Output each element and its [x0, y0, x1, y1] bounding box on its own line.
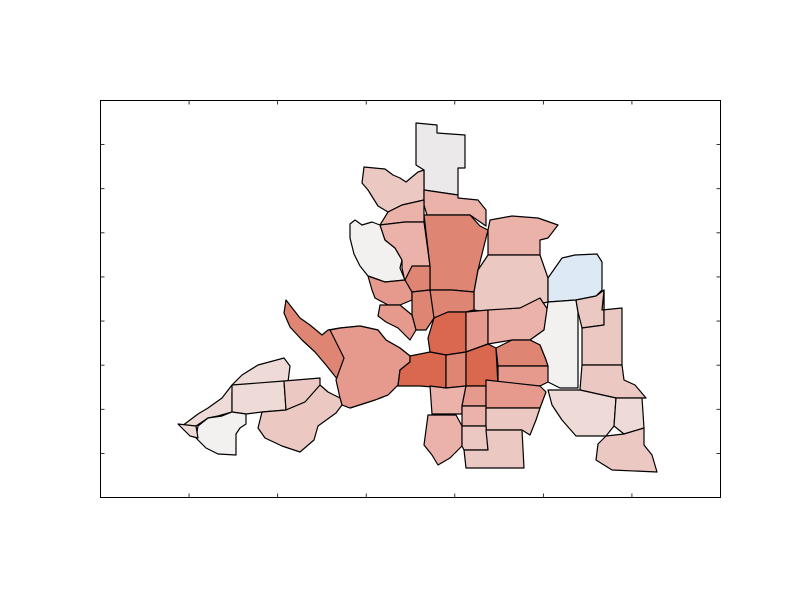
map-regions	[177, 122, 658, 473]
map-region	[423, 189, 487, 227]
map-region	[613, 397, 645, 435]
map-region	[429, 385, 467, 415]
map-region	[177, 423, 199, 439]
map-region	[361, 166, 425, 213]
map-region	[463, 429, 525, 469]
map-region	[465, 343, 499, 387]
map-region	[445, 351, 467, 389]
map-region	[404, 265, 431, 293]
map-region	[231, 380, 287, 415]
map-region	[423, 414, 463, 466]
map-region	[349, 219, 406, 283]
map-region	[415, 122, 466, 196]
map-region	[257, 384, 343, 453]
axis-ticks	[100, 100, 721, 498]
map-region	[461, 425, 489, 451]
map-region	[461, 405, 487, 427]
map-region	[485, 379, 547, 409]
map-region	[397, 351, 447, 389]
axes-frame	[100, 100, 721, 498]
map-region	[377, 304, 417, 341]
map-region	[367, 275, 413, 306]
map-region	[195, 411, 247, 456]
map-region	[411, 289, 435, 331]
map-region	[461, 385, 487, 407]
map-region	[427, 311, 467, 356]
map-region	[595, 427, 658, 473]
